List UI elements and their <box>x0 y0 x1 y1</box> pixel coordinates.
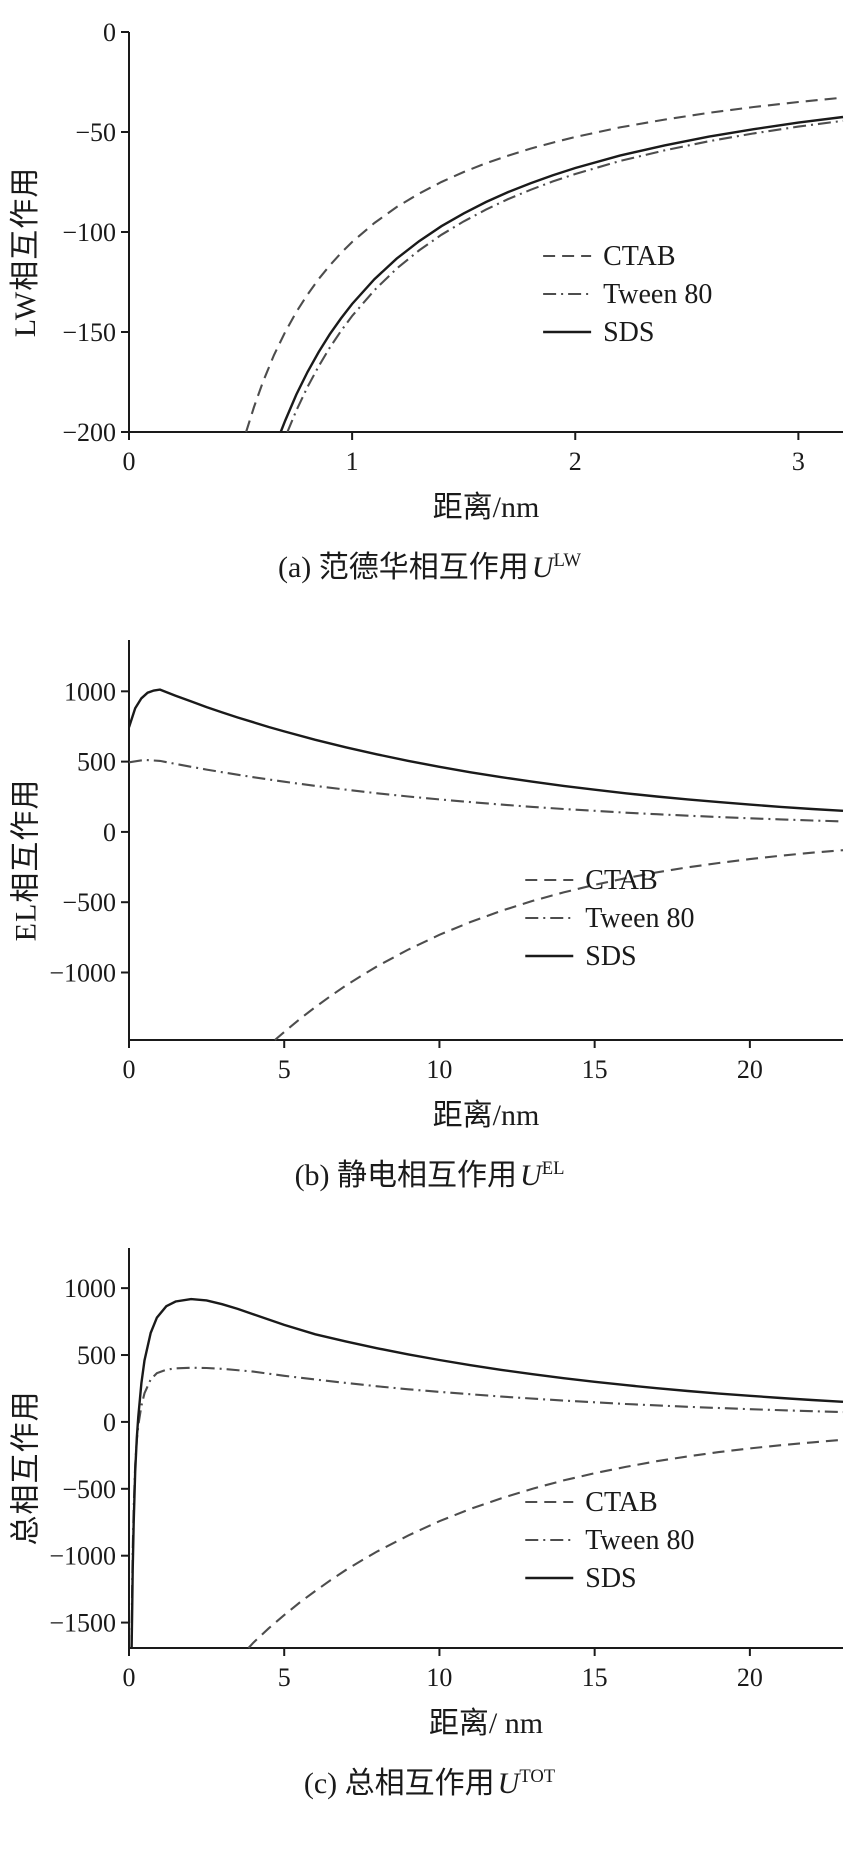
x-tick-label: 0 <box>123 1055 136 1084</box>
y-tick-label: 0 <box>103 18 116 47</box>
y-axis-label-text-b: EL相互作用 <box>9 778 43 942</box>
legend-label-sds: SDS <box>585 941 636 972</box>
x-tick-label: 5 <box>278 1055 291 1084</box>
y-tick-label: 1000 <box>64 1274 116 1303</box>
caption-superscript-c: TOT <box>519 1766 556 1787</box>
curve-tween-80 <box>129 758 844 823</box>
x-tick-label: 10 <box>426 1055 452 1084</box>
curve-sds <box>129 688 844 812</box>
x-tick-label: 1 <box>346 447 359 476</box>
x-tick-label: 15 <box>582 1663 608 1692</box>
curve-ctab <box>274 849 844 1041</box>
curve-tween-80 <box>130 1366 844 1649</box>
y-tick-label: −150 <box>62 318 116 347</box>
x-tick-label: 10 <box>426 1663 452 1692</box>
x-tick-label: 20 <box>737 1055 763 1084</box>
caption-text-a: (a) 范德华相互作用 <box>278 551 529 584</box>
chart-row-c: 总相互作用 1000 500 0 −500 −1000 −1500 0 5 10 15 20 CTAB… <box>0 1234 859 1702</box>
legend-label-sds: SDS <box>603 317 654 348</box>
figure-panel-a: LW相互作用 0 −50 −100 −150 −200 0 1 2 3 CTAB Tween 80 S… <box>0 0 859 586</box>
y-tick-label: −1500 <box>49 1609 116 1638</box>
x-axis-label-c: 距离/ nm <box>428 1707 544 1740</box>
axis-lines <box>128 32 843 433</box>
legend-label-tween-80: Tween 80 <box>585 1525 694 1556</box>
x-tick-label: 0 <box>123 1663 136 1692</box>
plot-canvas-b: 1000 500 0 −500 −1000 0 5 10 15 20 CTAB Tween 80 SDS <box>49 640 844 1084</box>
x-tick-label: 5 <box>278 1663 291 1692</box>
y-tick-label: 1000 <box>64 677 116 706</box>
y-tick-label: −500 <box>62 888 116 917</box>
caption-a: (a) 范德华相互作用 ULW <box>0 542 859 586</box>
y-axis-label-b: EL相互作用 <box>0 626 45 1094</box>
caption-superscript-a: LW <box>553 550 581 571</box>
curve-ctab <box>247 1438 844 1649</box>
legend: CTAB Tween 80 SDS <box>543 241 712 348</box>
y-axis-label-text-a: LW相互作用 <box>9 166 43 338</box>
y-tick-label: −1000 <box>49 1542 116 1571</box>
caption-c: (c) 总相互作用 UTOT <box>0 1758 859 1802</box>
y-axis-label-c: 总相互作用 <box>0 1234 45 1702</box>
caption-symbol-a: U <box>531 551 554 584</box>
caption-text-c: (c) 总相互作用 <box>303 1767 495 1800</box>
x-tick-label: 15 <box>582 1055 608 1084</box>
x-tick-label: 20 <box>737 1663 763 1692</box>
curve-sds <box>279 115 844 433</box>
legend-label-ctab: CTAB <box>585 865 657 896</box>
curve-ctab <box>245 96 844 433</box>
chart-row-b: EL相互作用 1000 500 0 −500 −1000 0 5 10 15 20 CTAB Twee… <box>0 626 859 1094</box>
legend-label-sds: SDS <box>585 1563 636 1594</box>
x-axis-label-b: 距离/nm <box>432 1099 540 1132</box>
y-axis-label-text-c: 总相互作用 <box>9 1390 43 1546</box>
legend: CTAB Tween 80 SDS <box>525 1487 695 1594</box>
x-tick-label: 3 <box>792 447 805 476</box>
curve-tween-80 <box>286 119 844 433</box>
y-tick-label: −500 <box>62 1475 116 1504</box>
y-tick-label: −100 <box>62 218 116 247</box>
caption-b: (b) 静电相互作用 UEL <box>0 1150 859 1194</box>
x-tick-label: 0 <box>123 447 136 476</box>
caption-symbol-b: U <box>520 1159 542 1192</box>
y-tick-label: −50 <box>75 118 116 147</box>
y-tick-label: 500 <box>77 748 116 777</box>
legend-label-ctab: CTAB <box>585 1487 657 1518</box>
y-tick-label: 500 <box>77 1341 116 1370</box>
y-tick-label: −200 <box>62 418 116 447</box>
figure-panel-c: 总相互作用 1000 500 0 −500 −1000 −1500 0 5 10 15 20 CTAB… <box>0 1216 859 1802</box>
caption-text-b: (b) 静电相互作用 <box>294 1159 518 1192</box>
figure-panel-b: EL相互作用 1000 500 0 −500 −1000 0 5 10 15 20 CTAB Twee… <box>0 608 859 1194</box>
legend: CTAB Tween 80 SDS <box>525 865 695 972</box>
caption-superscript-b: EL <box>541 1158 565 1179</box>
legend-label-tween-80: Tween 80 <box>585 903 694 934</box>
y-tick-label: 0 <box>103 1408 116 1437</box>
chart-row-a: LW相互作用 0 −50 −100 −150 −200 0 1 2 3 CTAB Tween 80 S… <box>0 18 859 486</box>
legend-label-ctab: CTAB <box>603 241 675 272</box>
x-tick-label: 2 <box>569 447 582 476</box>
legend-label-tween-80: Tween 80 <box>603 279 712 310</box>
curve-sds <box>130 1297 844 1649</box>
y-tick-label: 0 <box>103 818 116 847</box>
x-axis-label-a: 距离/nm <box>432 491 540 524</box>
caption-symbol-c: U <box>497 1767 520 1800</box>
y-tick-label: −1000 <box>49 959 116 988</box>
axis-lines <box>128 640 843 1041</box>
y-axis-label-a: LW相互作用 <box>0 18 45 486</box>
